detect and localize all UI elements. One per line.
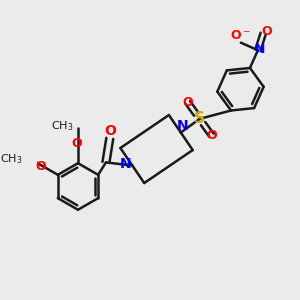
Text: O: O [261,25,272,38]
Text: O: O [206,129,217,142]
Text: O: O [105,124,116,138]
Text: O$^-$: O$^-$ [230,29,251,42]
Text: N: N [255,43,265,56]
Text: O: O [182,96,193,109]
Text: O: O [71,137,82,150]
Text: N: N [177,119,189,133]
Text: O: O [36,160,46,173]
Text: CH$_3$: CH$_3$ [51,119,73,133]
Text: CH$_3$: CH$_3$ [0,152,23,166]
Text: N: N [120,157,131,171]
Text: S: S [194,111,205,126]
